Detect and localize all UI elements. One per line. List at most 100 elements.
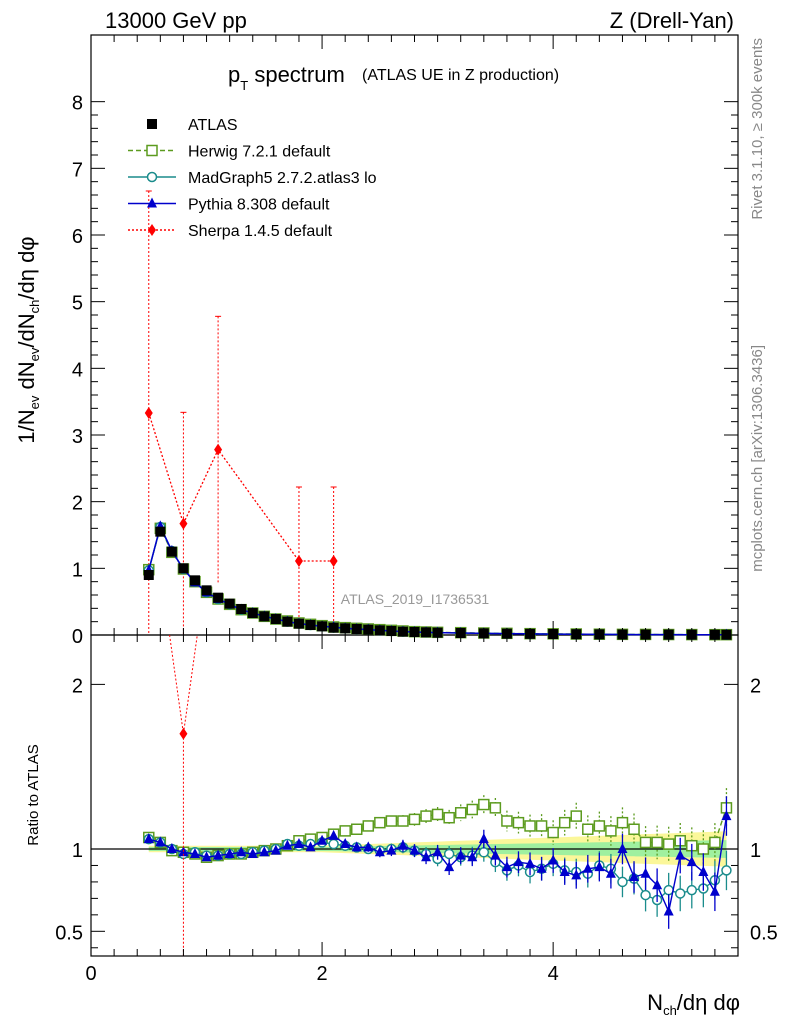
main-ytick-label: 6 — [72, 226, 83, 248]
ratio-frame — [90, 634, 739, 957]
ratio-point — [478, 833, 489, 844]
ratio-point — [397, 815, 409, 827]
data-point — [178, 563, 189, 574]
ratio-xtick-label: 2 — [317, 963, 328, 985]
ratio-point — [490, 849, 501, 860]
legend-item: Sherpa 1.4.5 default — [128, 223, 333, 240]
ratio-point — [166, 843, 177, 853]
ratio-point — [535, 820, 548, 832]
ratio-plot-area — [91, 634, 738, 956]
ratio-point — [697, 843, 710, 855]
ratio-point — [721, 865, 732, 876]
data-point — [236, 604, 247, 614]
title-extra: (ATLAS UE in Z production) — [362, 67, 559, 84]
ratio-point — [524, 820, 536, 832]
main-ytick-label: 7 — [72, 159, 83, 181]
legend-label: ATLAS — [188, 117, 238, 134]
ratio-point — [363, 841, 374, 852]
ratio-point — [512, 816, 525, 829]
ratio-point — [571, 869, 582, 880]
svg-text:Nch/dη dφ: Nch/dη dφ — [647, 990, 740, 1018]
ratio-ylabel: Ratio to ATLAS — [25, 744, 42, 845]
ratio-point — [582, 823, 594, 835]
series-line — [148, 524, 727, 636]
data-point — [282, 616, 293, 627]
data-point — [329, 555, 338, 567]
legend-label: Sherpa 1.4.5 default — [188, 223, 333, 240]
ratio-point — [421, 851, 432, 862]
ratio-point — [547, 826, 559, 839]
ratio-xtick-label: 4 — [548, 963, 559, 985]
legend-item: Herwig 7.2.1 default — [128, 144, 331, 161]
ratio-point — [709, 885, 720, 896]
ratio-point — [444, 861, 455, 872]
ratio-point — [454, 807, 467, 819]
main-ytick-label: 5 — [72, 293, 83, 315]
main-ytick-label: 0 — [72, 626, 83, 648]
main-ytick-label: 4 — [72, 359, 83, 381]
legend-marker — [147, 119, 157, 129]
main-plot-area — [143, 190, 733, 641]
ratio-point — [362, 820, 375, 832]
ratio-ytick-label-right: 0.5 — [750, 922, 778, 944]
ratio-point — [651, 836, 663, 849]
legend-marker — [148, 224, 156, 236]
ratio-point — [617, 843, 628, 853]
ratio-point — [663, 905, 674, 916]
legend-marker — [146, 144, 158, 157]
ratio-point — [698, 866, 709, 877]
ratio-point — [513, 856, 524, 867]
series-atlas — [143, 526, 732, 640]
data-point — [293, 618, 304, 629]
series-sherpa — [144, 190, 338, 635]
axes-ticks: 0 1 2 3 4 5 6 7 8 0 2 4 0.5 1 2 0.5 1 2 — [55, 35, 778, 985]
ratio-point — [350, 823, 363, 835]
main-ytick-label: 2 — [72, 493, 83, 515]
ratio-point — [351, 841, 362, 852]
ratio-point — [386, 844, 397, 855]
ratio-point — [305, 841, 316, 852]
data-point — [351, 624, 362, 634]
ratio-series-pythia — [143, 796, 732, 929]
data-point — [143, 570, 154, 580]
ratio-point — [432, 846, 443, 857]
data-point — [374, 625, 385, 636]
ratio-point — [594, 861, 605, 872]
ratio-point — [501, 815, 513, 827]
ratio-point — [143, 833, 154, 844]
ratio-point — [686, 884, 698, 896]
ratio-point — [374, 816, 386, 829]
legend-label: Herwig 7.2.1 default — [188, 144, 331, 161]
ratio-xtick-label: 0 — [85, 963, 96, 985]
svg-text:pT spectrum: pT spectrum — [228, 62, 345, 93]
ratio-point — [675, 849, 686, 860]
data-point — [214, 443, 223, 456]
legend-marker — [146, 171, 158, 183]
main-ytick-label: 1 — [72, 559, 83, 581]
series-line — [148, 524, 727, 636]
ratio-point — [270, 844, 281, 855]
title-sub: T — [240, 78, 248, 93]
main-ytick-label: 3 — [72, 426, 83, 448]
ratio-point — [443, 848, 455, 860]
legend-item: MadGraph5 2.7.2.atlas3 lo — [128, 170, 377, 187]
data-point — [305, 620, 316, 630]
ratio-point — [617, 876, 628, 888]
ratio-xlabel: Nch/dη dφ — [647, 990, 740, 1018]
ratio-point — [605, 867, 616, 878]
ratio-point — [328, 829, 339, 840]
ratio-point — [489, 802, 502, 814]
data-point — [328, 622, 339, 633]
ratio-point — [328, 838, 339, 850]
data-point — [270, 614, 281, 624]
sherpa-ratio-point — [179, 727, 188, 740]
ratio-point — [282, 839, 293, 850]
data-point — [397, 626, 408, 637]
ratio-point — [408, 813, 421, 826]
ratio-point — [640, 889, 651, 901]
title-p: p — [228, 62, 240, 87]
ratio-point — [501, 861, 512, 872]
series-line — [148, 526, 727, 636]
ratio-point — [640, 867, 651, 878]
